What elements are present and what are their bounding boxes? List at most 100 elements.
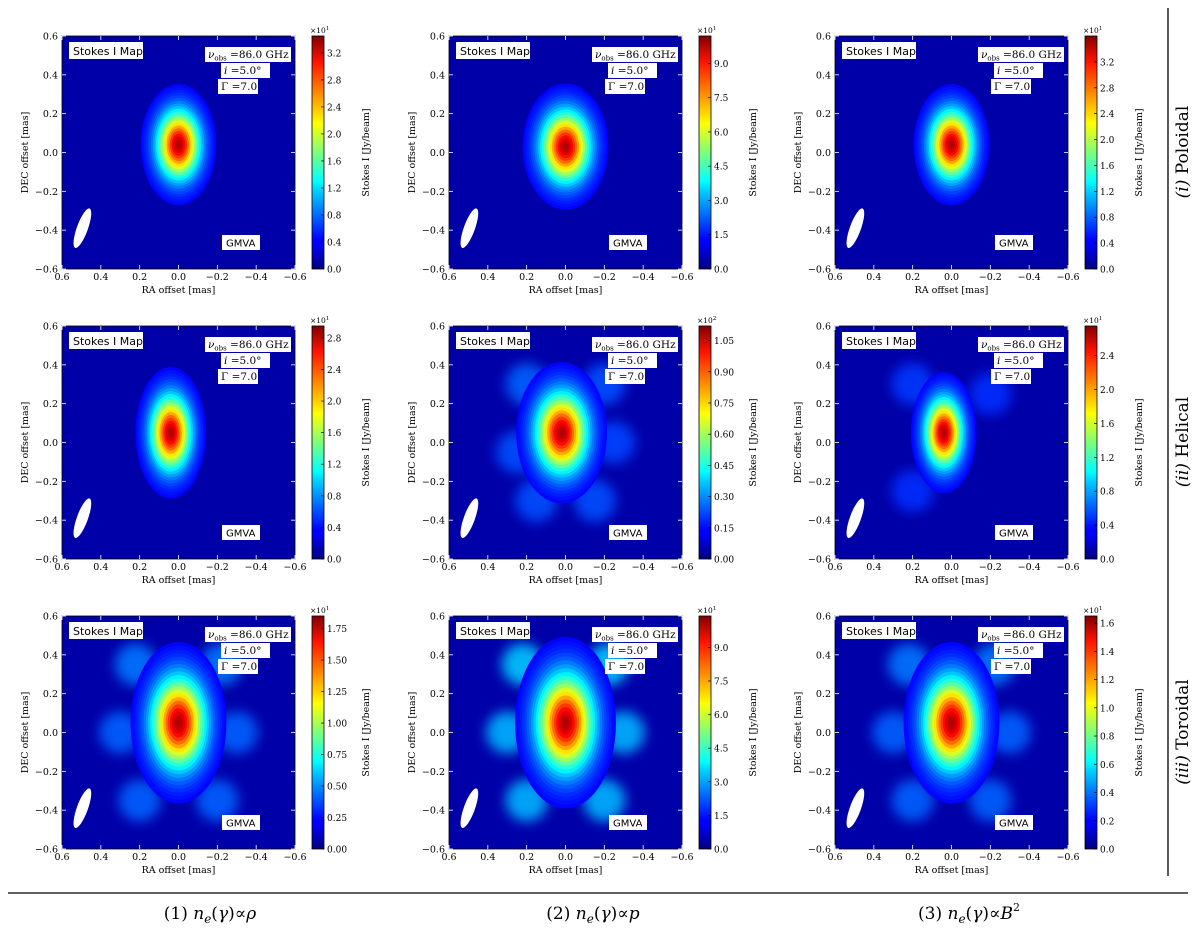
map-label: Stokes I Map [73,45,143,58]
colorbar-tick-label: 1.25 [327,688,347,698]
y-tick-label: −0.4 [808,226,831,237]
x-tick-label: 0.0 [171,852,186,863]
x-tick-label: −0.2 [979,562,1002,573]
colorbar-tick-label: 1.2 [327,461,341,471]
y-tick-label: 0.6 [816,612,831,623]
colorbar-tick-label: 2.0 [1100,136,1115,146]
colorbar-label: Stokes I [Jy/beam] [1134,398,1145,486]
colorbar-exponent: ×101 [1083,606,1102,615]
panel-grid: 0.6 0.4 0.2 0.0 −0.2 −0.4 −0.6 0.6 0.4 0.2 0.0 −0.2… [20,26,1145,876]
y-tick-label: 0.0 [43,728,58,739]
colorbar-tick-label: 0.30 [714,493,734,503]
x-tick-label: 0.4 [866,852,881,863]
colorbar-tick-label: 3.0 [714,197,729,207]
x-axis-label: RA offset [mas] [142,575,216,586]
heatmap-secondary-blob [196,779,239,822]
colorbar-exponent: ×101 [310,316,329,325]
x-axis-label: RA offset [mas] [915,575,989,586]
colorbar-tick-label: 1.4 [1100,648,1115,658]
x-tick-label: 0.4 [480,272,495,283]
x-tick-label: 0.0 [944,562,959,573]
map-label-box [456,622,530,639]
y-tick-label: 0.0 [816,148,831,159]
colorbar-tick-label: 1.6 [327,429,342,439]
x-tick-label: 0.0 [558,562,573,573]
colorbar [698,35,712,270]
parameter-annotations: νobs =86.0 GHz i =5.0° Γ =7.0 [592,337,678,384]
x-axis-label: RA offset [mas] [529,575,603,586]
map-label-box [69,622,143,639]
x-tick-label: 0.2 [905,852,920,863]
parameter-annotations: νobs =86.0 GHz i =5.0° Γ =7.0 [592,47,678,94]
y-tick-label: 0.2 [816,109,831,120]
colorbar-exponent: ×101 [1083,26,1102,35]
colorbar-tick-label: 2.4 [327,366,342,376]
array-label: GMVA [999,529,1029,540]
y-tick-label: 0.0 [430,438,445,449]
colorbar-tick-label: 0.4 [1100,240,1115,250]
y-tick-label: −0.4 [422,226,445,237]
y-tick-label: −0.2 [808,767,831,778]
colorbar-tick-label: 0.90 [714,368,734,378]
y-axis-label: DEC offset [mas] [407,402,418,484]
colorbar-tick-label: 2.8 [1100,84,1115,94]
colorbar-tick-label: 2.8 [327,76,342,86]
array-label-box [609,815,647,830]
x-tick-label: −0.4 [1018,852,1041,863]
colorbar-tick-label: 0.8 [1100,488,1115,498]
inclination: i =5.0° [224,645,261,657]
map-label: Stokes I Map [846,625,916,638]
panel-r1-c3: 0.6 0.4 0.2 0.0 −0.2 −0.4 −0.60.60.40.20.0−0.2… [793,26,1145,296]
source-contour-level [176,719,181,727]
x-tick-label: 0.6 [827,272,842,283]
parameter-annotations: νobs =86.0 GHz i =5.0° Γ =7.0 [978,337,1064,384]
colorbar-tick-label: 2.0 [327,398,342,408]
colorbar-label: Stokes I [Jy/beam] [361,688,372,776]
colorbar-tick-label: 0.00 [714,556,734,566]
y-tick-label: 0.4 [43,650,58,661]
colorbar-tick-label: 7.5 [714,94,729,104]
x-tick-label: −0.4 [632,852,655,863]
y-tick-label: −0.6 [422,555,445,566]
colorbar [1084,35,1098,270]
map-label: Stokes I Map [73,625,143,638]
y-tick-label: 0.6 [43,612,58,623]
y-tick-label: 0.6 [430,322,445,333]
colorbar-tick-label: 0.6 [1100,761,1115,771]
colorbar-tick-label: 2.0 [1100,386,1115,396]
colorbar [698,325,712,560]
source-contour-level [949,719,954,727]
colorbar-label: Stokes I [Jy/beam] [361,108,372,196]
beam-ellipse [73,498,92,539]
array-label: GMVA [613,819,643,830]
colorbar [311,615,325,850]
y-axis-label: DEC offset [mas] [20,112,31,194]
y-axis-label: DEC offset [mas] [407,692,418,774]
y-tick-label: 0.0 [816,728,831,739]
map-label: Stokes I Map [460,45,530,58]
colorbar-tick-label: 1.6 [327,157,342,167]
colorbar-tick-label: 0.4 [327,238,342,248]
colorbar-exponent: ×101 [310,26,329,35]
colorbar-tick-label: 0.00 [327,846,347,856]
x-tick-label: −0.6 [283,852,306,863]
source-contour-level [169,429,173,436]
y-tick-label: 0.6 [43,32,58,43]
parameter-annotations: νobs =86.0 GHz i =5.0° Γ =7.0 [978,627,1064,674]
panel-r2-c1: 0.6 0.4 0.2 0.0 −0.2 −0.4 −0.60.60.40.20.0−0.2… [20,316,372,586]
parameter-annotations: νobs =86.0 GHz i =5.0° Γ =7.0 [205,627,291,674]
colorbar [311,325,325,560]
map-label: Stokes I Map [460,335,530,348]
map-label-box [69,332,143,349]
y-axis-label: DEC offset [mas] [20,692,31,774]
y-tick-label: 0.6 [430,32,445,43]
y-tick-label: −0.6 [808,845,831,856]
array-label-box [995,235,1033,250]
colorbar-tick-label: 1.75 [327,625,347,635]
heatmap-secondary-blob [118,779,161,822]
array-label: GMVA [226,819,256,830]
array-label: GMVA [999,239,1029,250]
colorbar-tick-label: 1.2 [1100,454,1114,464]
heatmap-image [835,616,1068,849]
row-label-toroidal: (iii) Toroidal [1173,679,1193,785]
